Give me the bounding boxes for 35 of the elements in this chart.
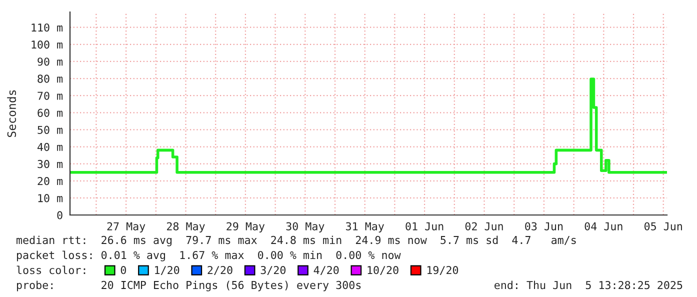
x-tick-label: 27 May — [107, 222, 146, 232]
legend-title: loss color: — [16, 266, 86, 274]
legend-label: 0 — [120, 266, 126, 274]
y-tick-label: 20 m — [38, 176, 63, 186]
x-tick-label: 28 May — [166, 222, 205, 232]
y-tick-label: 100 m — [32, 40, 63, 49]
y-tick-label: 10 m — [38, 194, 63, 202]
y-tick-label: 110 m — [32, 23, 63, 32]
x-tick-label: 31 May — [346, 222, 384, 232]
legend-label: 1/20 — [155, 266, 180, 276]
y-axis-title: Seconds — [7, 90, 16, 138]
x-tick-label: 29 May — [226, 222, 265, 232]
legend-label: 10/20 — [368, 266, 398, 276]
text: packet loss: 0.01 % avg 1.67 % max 0.00 % min 0.00 % now — [17, 250, 401, 262]
x-tick-label: 04 Jun — [584, 222, 622, 230]
text: end: Thu Jun 5 13:28:25 2025 — [494, 280, 682, 290]
x-tick-label: 02 Jun — [465, 222, 503, 230]
legend-label: 19/20 — [427, 266, 458, 276]
legend-label: 3/20 — [260, 266, 286, 276]
x-tick-label: 05 Jun — [644, 222, 682, 230]
y-tick-label: 40 m — [38, 142, 63, 152]
text: probe: 20 ICMP Echo Pings (56 Bytes) every 300s — [17, 280, 361, 292]
x-tick-label: 03 Jun — [525, 222, 563, 230]
y-tick-label: 50 m — [38, 126, 63, 134]
y-tick-label: 90 m — [38, 58, 63, 66]
y-tick-label: 70 m — [38, 92, 63, 100]
y-tick-label: 30 m — [38, 160, 63, 168]
y-tick-label: 0 — [57, 211, 62, 220]
text: median rtt: 26.6 ms avg 79.7 ms max 24.8 ms min 24.9 ms now 5.7 ms sd 4.7 am/s — [16, 236, 576, 246]
x-tick-label: 01 Jun — [406, 222, 444, 230]
x-tick-label: 30 May — [286, 222, 324, 232]
y-tick-label: 80 m — [38, 74, 63, 83]
y-tick-label: 60 m — [38, 108, 63, 117]
legend-label: 4/20 — [314, 266, 339, 276]
legend-label: 2/20 — [208, 266, 232, 276]
